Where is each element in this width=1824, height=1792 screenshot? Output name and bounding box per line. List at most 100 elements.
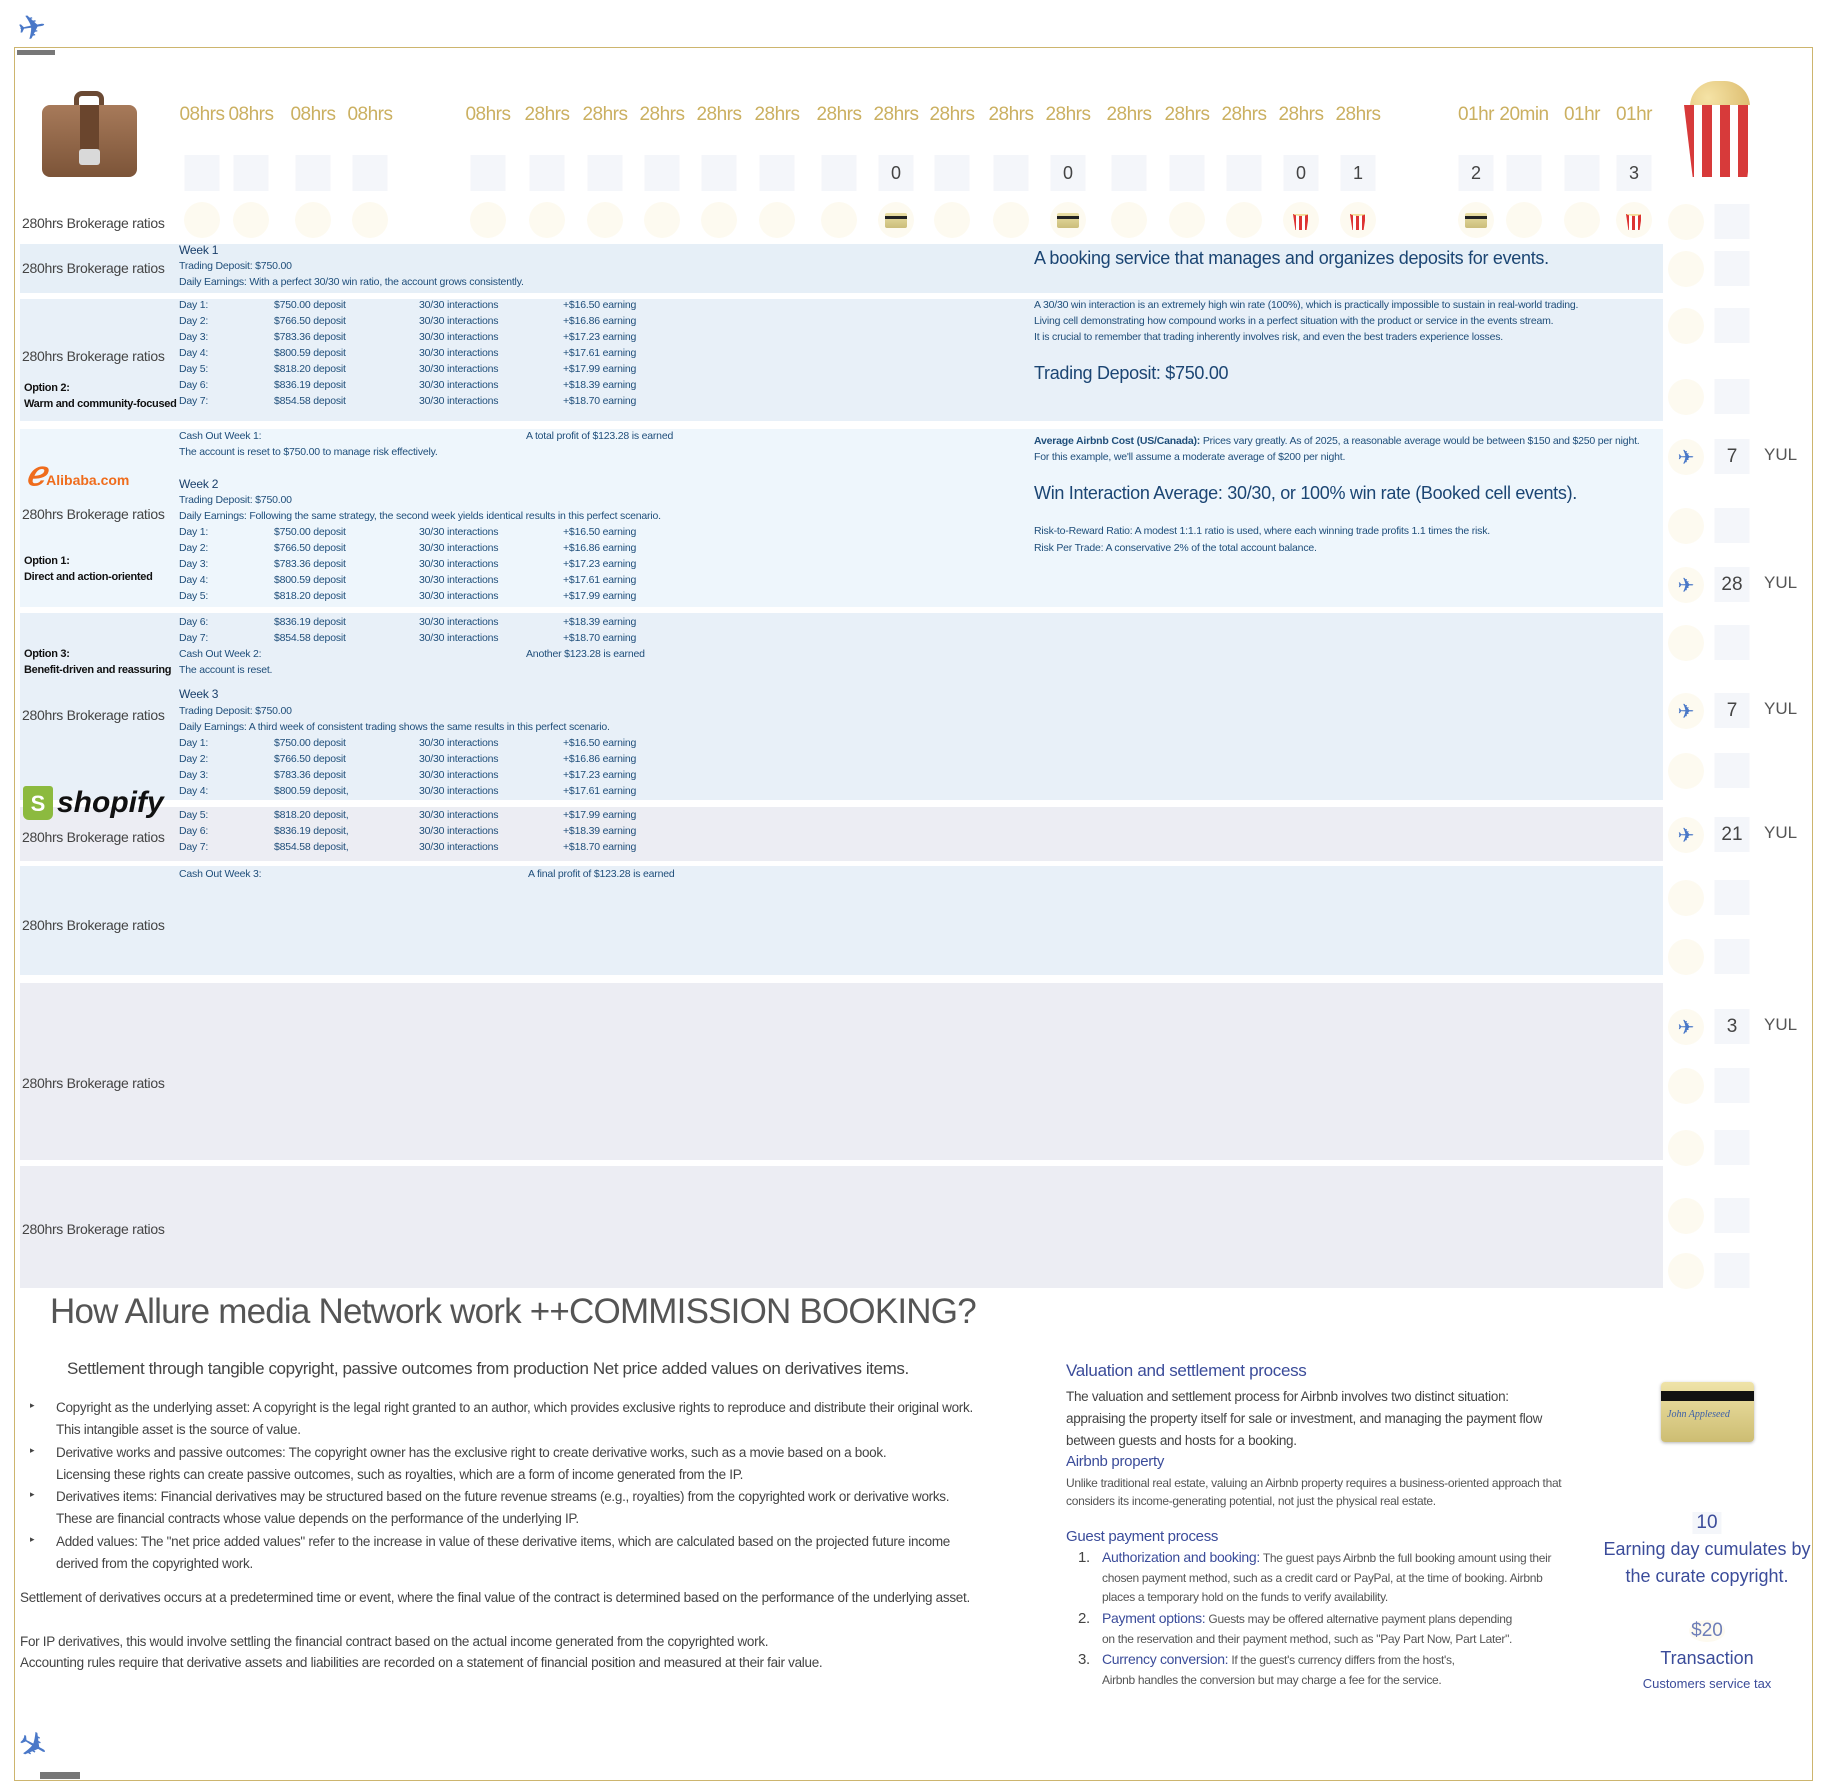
row-band [20, 299, 1663, 421]
header-count-box[interactable] [184, 155, 220, 191]
flight-slot[interactable]: ✈ [1668, 693, 1704, 729]
header-count-box[interactable] [1169, 155, 1205, 191]
header-slot[interactable] [352, 202, 388, 238]
side-box[interactable] [1714, 939, 1750, 974]
header-count-box[interactable] [1506, 155, 1542, 191]
side-slot[interactable] [1668, 1253, 1704, 1289]
flight-slot[interactable]: ✈ [1668, 567, 1704, 603]
header-count-box[interactable] [1111, 155, 1147, 191]
side-slot[interactable] [1668, 308, 1704, 344]
header-count-box[interactable] [644, 155, 680, 191]
header-slot[interactable] [701, 202, 737, 238]
side-box[interactable] [1714, 625, 1750, 660]
flight-slot[interactable]: ✈ [1668, 817, 1704, 853]
header-count-box[interactable]: 0 [1283, 155, 1319, 191]
header-count-box[interactable] [470, 155, 506, 191]
airport-code: YUL [1764, 445, 1798, 464]
header-count-box[interactable] [701, 155, 737, 191]
header-time: 28hrs [696, 104, 742, 125]
side-slot[interactable] [1668, 204, 1704, 240]
header-slot[interactable] [1616, 202, 1652, 238]
week-earnings: Daily Earnings: Following the same strat… [179, 510, 661, 522]
header-time: 28hrs [524, 104, 570, 125]
header-slot[interactable] [821, 202, 857, 238]
header-slot[interactable] [184, 202, 220, 238]
header-slot[interactable] [1111, 202, 1147, 238]
side-slot[interactable] [1668, 880, 1704, 916]
header-count-box[interactable] [295, 155, 331, 191]
side-slot[interactable] [1668, 379, 1704, 415]
header-slot[interactable] [759, 202, 795, 238]
header-slot[interactable] [1506, 202, 1542, 238]
header-slot[interactable] [878, 202, 914, 238]
header-time: 28hrs [1106, 104, 1152, 125]
side-slot[interactable] [1668, 625, 1704, 661]
header-slot[interactable] [1564, 202, 1600, 238]
side-box[interactable] [1714, 251, 1750, 286]
header-slot[interactable] [529, 202, 565, 238]
header-count-box[interactable] [1564, 155, 1600, 191]
side-box[interactable] [1714, 1253, 1750, 1288]
header-count-box[interactable] [1226, 155, 1262, 191]
day-deposit: $750.00 deposit [274, 526, 346, 538]
header-slot[interactable] [470, 202, 506, 238]
popcorn-icon [1293, 214, 1309, 230]
day-earning: +$17.23 earning [563, 558, 637, 570]
flight-slot[interactable]: ✈ [1668, 1009, 1704, 1045]
header-count-box[interactable] [759, 155, 795, 191]
header-slot[interactable] [1458, 202, 1494, 238]
header-slot[interactable] [1050, 202, 1086, 238]
header-slot[interactable] [295, 202, 331, 238]
header-slot[interactable] [934, 202, 970, 238]
side-box[interactable] [1714, 1130, 1750, 1165]
header-slot[interactable] [1169, 202, 1205, 238]
side-box[interactable] [1714, 1198, 1750, 1233]
side-slot[interactable] [1668, 1198, 1704, 1234]
earning-line: Earning day cumulates by [1603, 1539, 1811, 1559]
row-label: 280hrs Brokerage ratios [22, 215, 165, 231]
side-box[interactable] [1714, 204, 1750, 239]
flight-slot[interactable]: ✈ [1668, 439, 1704, 475]
flight-count: 7 [1714, 439, 1750, 474]
header-count-box[interactable] [934, 155, 970, 191]
header-slot[interactable] [993, 202, 1029, 238]
side-slot[interactable] [1668, 939, 1704, 975]
side-box[interactable] [1714, 1068, 1750, 1103]
side-box[interactable] [1714, 379, 1750, 414]
header-count-box[interactable] [352, 155, 388, 191]
header-count-box[interactable] [993, 155, 1029, 191]
cashout-profit: A total profit of $123.28 is earned [526, 430, 674, 442]
day-deposit: $800.59 deposit, [274, 785, 349, 797]
transaction-fee: $20 [1689, 1620, 1725, 1642]
day-interactions: 30/30 interactions [419, 315, 499, 327]
service-tax-note: Customers service tax [1642, 1676, 1772, 1691]
header-count-box[interactable]: 1 [1340, 155, 1376, 191]
header-count-box[interactable] [587, 155, 623, 191]
header-count-box[interactable]: 2 [1458, 155, 1494, 191]
header-slot[interactable] [233, 202, 269, 238]
side-slot[interactable] [1668, 1068, 1704, 1104]
header-count-box[interactable] [821, 155, 857, 191]
day-earning: +$17.99 earning [563, 363, 637, 375]
header-count-box[interactable]: 0 [1050, 155, 1086, 191]
cashout-label: Cash Out Week 3: [179, 868, 262, 880]
header-time: 28hrs [816, 104, 862, 125]
header-count-box[interactable]: 3 [1616, 155, 1652, 191]
side-box[interactable] [1714, 508, 1750, 543]
header-slot[interactable] [1283, 202, 1319, 238]
header-count-box[interactable] [529, 155, 565, 191]
side-slot[interactable] [1668, 508, 1704, 544]
header-count-box[interactable]: 0 [878, 155, 914, 191]
bullet-text: Copyright as the underlying asset: A cop… [56, 1400, 973, 1415]
side-slot[interactable] [1668, 251, 1704, 287]
side-slot[interactable] [1668, 753, 1704, 789]
side-box[interactable] [1714, 753, 1750, 788]
header-slot[interactable] [644, 202, 680, 238]
side-slot[interactable] [1668, 1130, 1704, 1166]
header-slot[interactable] [1226, 202, 1262, 238]
header-slot[interactable] [1340, 202, 1376, 238]
side-box[interactable] [1714, 880, 1750, 915]
side-box[interactable] [1714, 308, 1750, 343]
header-count-box[interactable] [233, 155, 269, 191]
header-slot[interactable] [587, 202, 623, 238]
